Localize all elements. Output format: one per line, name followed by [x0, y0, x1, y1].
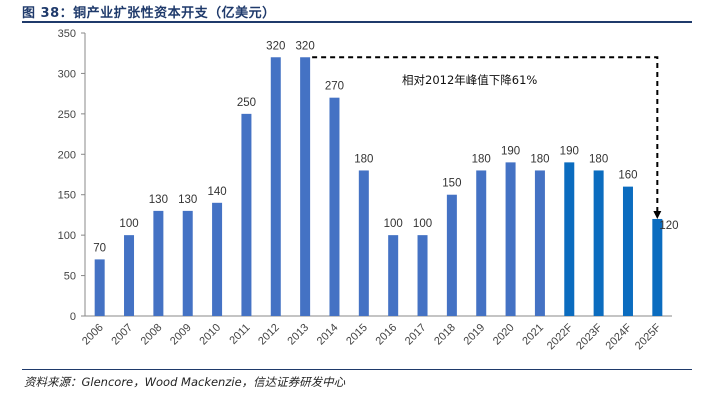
bar-2006 — [94, 259, 105, 316]
x-tick-label-2011: 2011 — [227, 322, 252, 347]
x-tick-label-2020: 2020 — [491, 322, 517, 348]
bar-2012 — [270, 57, 281, 316]
bar-chart: 0 50 100 150 200 250 300 350 70 2006 100 2007 130 20… — [58, 28, 679, 352]
data-label-2013: 320 — [296, 40, 315, 52]
data-label-2012: 320 — [266, 40, 285, 52]
footer-divider — [22, 369, 692, 370]
data-label-2022F: 190 — [560, 145, 579, 157]
x-tick-label-2006: 2006 — [80, 322, 106, 348]
decline-annotation: 相对2012年峰值下降61% — [402, 73, 537, 87]
x-tick-label-2018: 2018 — [432, 322, 458, 348]
x-tick-label-2010: 2010 — [197, 322, 223, 348]
bar-2020 — [505, 162, 516, 316]
data-label-2008: 130 — [149, 194, 168, 206]
y-tick-label: 350 — [58, 28, 76, 40]
decline-arrow — [312, 56, 662, 219]
data-label-2024F: 160 — [618, 170, 637, 182]
data-label-2007: 100 — [119, 218, 138, 230]
data-label-2011: 250 — [237, 97, 256, 109]
y-tick-label: 250 — [58, 109, 76, 121]
y-tick-label: 300 — [58, 68, 76, 80]
data-label-2019: 180 — [472, 153, 491, 165]
bar-2017 — [417, 235, 428, 316]
x-tick-label-2014: 2014 — [315, 322, 341, 348]
y-tick-label: 100 — [58, 230, 76, 242]
y-tick-label: 50 — [64, 271, 76, 283]
x-tick-label-2015: 2015 — [344, 322, 370, 348]
x-tick-label-2025F: 2025F — [633, 321, 664, 352]
x-tick-label-2019: 2019 — [462, 322, 488, 348]
x-tick-label-2023F: 2023F — [574, 321, 605, 352]
bar-2015 — [358, 170, 369, 316]
bar-2022F — [564, 162, 575, 316]
data-label-2009: 130 — [178, 194, 197, 206]
x-tick-label-2017: 2017 — [403, 322, 429, 348]
x-tick-label-2013: 2013 — [285, 322, 311, 348]
data-label-2025F: 120 — [659, 220, 678, 232]
y-tick-label: 150 — [58, 190, 76, 202]
bar-2013 — [300, 57, 311, 316]
bar-2016 — [388, 235, 399, 316]
data-label-2010: 140 — [207, 186, 226, 198]
bar-2011 — [241, 113, 252, 316]
bar-2014 — [329, 97, 340, 316]
data-label-2020: 190 — [501, 145, 520, 157]
bar-2009 — [182, 210, 193, 316]
data-label-2018: 150 — [442, 178, 461, 190]
y-tick-label: 200 — [58, 149, 76, 161]
data-label-2021: 180 — [530, 153, 549, 165]
title-divider — [22, 21, 692, 23]
x-tick-label-2024F: 2024F — [604, 321, 635, 352]
x-tick-label-2007: 2007 — [109, 322, 135, 348]
bar-2023F — [593, 170, 604, 316]
x-tick-label-2009: 2009 — [168, 322, 194, 348]
x-tick-label-2021: 2021 — [520, 322, 546, 348]
x-tick-label-2008: 2008 — [139, 322, 165, 348]
figure-title: 图 38：铜产业扩张性资本开支（亿美元） — [22, 6, 276, 21]
bar-2024F — [622, 186, 633, 316]
data-label-2016: 100 — [384, 218, 403, 230]
data-label-2023F: 180 — [589, 153, 608, 165]
data-label-2014: 270 — [325, 81, 344, 93]
bar-2010 — [212, 202, 223, 316]
y-tick-label: 0 — [70, 311, 76, 323]
data-label-2017: 100 — [413, 218, 432, 230]
bar-2018 — [446, 194, 457, 316]
bar-2019 — [476, 170, 487, 316]
bar-2007 — [124, 235, 135, 316]
bar-2025F — [652, 218, 663, 316]
data-label-2015: 180 — [354, 153, 373, 165]
source-note: 资料来源：Glencore，Wood Mackenzie，信达证券研发中心 — [24, 375, 346, 389]
x-tick-label-2012: 2012 — [256, 322, 282, 348]
data-label-2006: 70 — [93, 242, 106, 254]
x-tick-label-2016: 2016 — [373, 322, 399, 348]
bar-2008 — [153, 210, 164, 316]
x-tick-label-2022F: 2022F — [545, 321, 576, 352]
bar-2021 — [534, 170, 545, 316]
